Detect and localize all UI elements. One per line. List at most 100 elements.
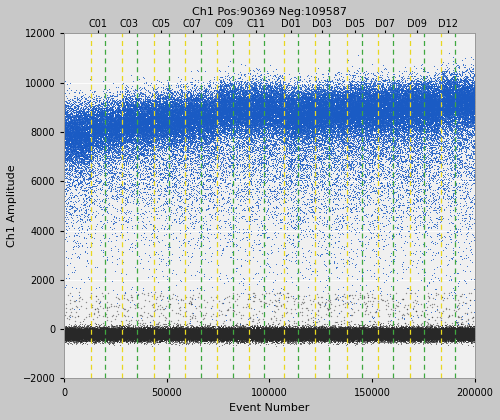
Point <box>356 105 364 111</box>
Point <box>71 169 79 176</box>
Point <box>360 330 368 337</box>
Point <box>270 333 278 340</box>
Point <box>113 336 121 342</box>
Point <box>397 332 405 339</box>
Point <box>420 334 428 341</box>
Point <box>352 99 360 106</box>
Point <box>432 330 440 336</box>
Point <box>257 328 265 335</box>
Point <box>356 331 364 338</box>
Point <box>200 330 207 337</box>
Point <box>64 156 72 163</box>
Point <box>256 332 264 339</box>
Point <box>341 113 349 120</box>
Point <box>264 327 272 334</box>
Point <box>326 326 334 333</box>
Point <box>436 87 444 93</box>
Point <box>329 121 337 127</box>
Point <box>295 328 303 335</box>
Point <box>146 82 154 89</box>
Point <box>420 173 428 180</box>
Point <box>336 122 344 129</box>
Point <box>346 120 354 126</box>
Point <box>244 331 252 338</box>
Point <box>136 138 143 145</box>
Point <box>151 334 159 341</box>
Point <box>164 330 172 337</box>
Point <box>248 113 256 120</box>
Point <box>284 108 292 115</box>
Point <box>194 325 202 332</box>
Point <box>333 89 341 95</box>
Point <box>328 333 336 339</box>
Point <box>372 134 380 141</box>
Point <box>382 332 390 339</box>
Point <box>112 334 120 341</box>
Point <box>383 333 391 339</box>
Point <box>174 331 182 337</box>
Point <box>105 328 113 335</box>
Point <box>397 337 405 344</box>
Point <box>284 96 292 102</box>
Point <box>90 328 98 334</box>
Point <box>124 330 132 336</box>
Point <box>246 331 254 338</box>
Point <box>229 99 237 106</box>
Point <box>376 121 384 127</box>
Point <box>74 328 82 335</box>
Point <box>250 329 258 336</box>
Point <box>220 329 228 336</box>
Point <box>302 134 310 141</box>
Point <box>128 333 136 340</box>
Point <box>354 334 362 341</box>
Point <box>268 118 276 124</box>
Point <box>466 332 474 339</box>
Point <box>134 331 141 337</box>
Point <box>315 112 323 118</box>
Point <box>306 94 314 101</box>
Point <box>290 332 298 339</box>
Point <box>60 101 68 108</box>
Point <box>364 333 372 340</box>
Point <box>458 325 466 331</box>
Point <box>356 86 364 92</box>
Point <box>160 331 168 337</box>
Point <box>144 133 152 139</box>
Point <box>227 328 235 335</box>
Point <box>333 84 341 91</box>
Point <box>262 103 270 110</box>
Point <box>270 329 278 336</box>
Point <box>312 330 320 337</box>
Point <box>426 107 434 113</box>
Point <box>122 128 130 134</box>
Point <box>266 112 274 119</box>
Point <box>315 100 323 107</box>
Point <box>302 135 310 142</box>
Point <box>296 330 304 337</box>
Point <box>348 129 356 135</box>
Point <box>432 116 440 123</box>
Point <box>112 313 120 320</box>
Point <box>469 105 477 111</box>
Point <box>67 328 75 335</box>
Point <box>316 335 324 341</box>
Point <box>345 97 353 103</box>
Point <box>111 130 119 136</box>
Point <box>362 332 370 339</box>
Point <box>250 338 258 345</box>
Point <box>466 107 473 114</box>
Point <box>316 331 324 338</box>
Point <box>266 331 274 338</box>
Point <box>134 106 142 113</box>
Point <box>350 110 358 116</box>
Point <box>367 334 375 341</box>
Point <box>192 332 200 339</box>
Point <box>398 333 406 340</box>
Point <box>264 331 272 338</box>
Point <box>460 337 468 344</box>
Point <box>180 157 188 163</box>
Point <box>332 332 340 339</box>
Point <box>154 331 162 338</box>
Point <box>284 89 292 96</box>
Point <box>130 332 138 339</box>
